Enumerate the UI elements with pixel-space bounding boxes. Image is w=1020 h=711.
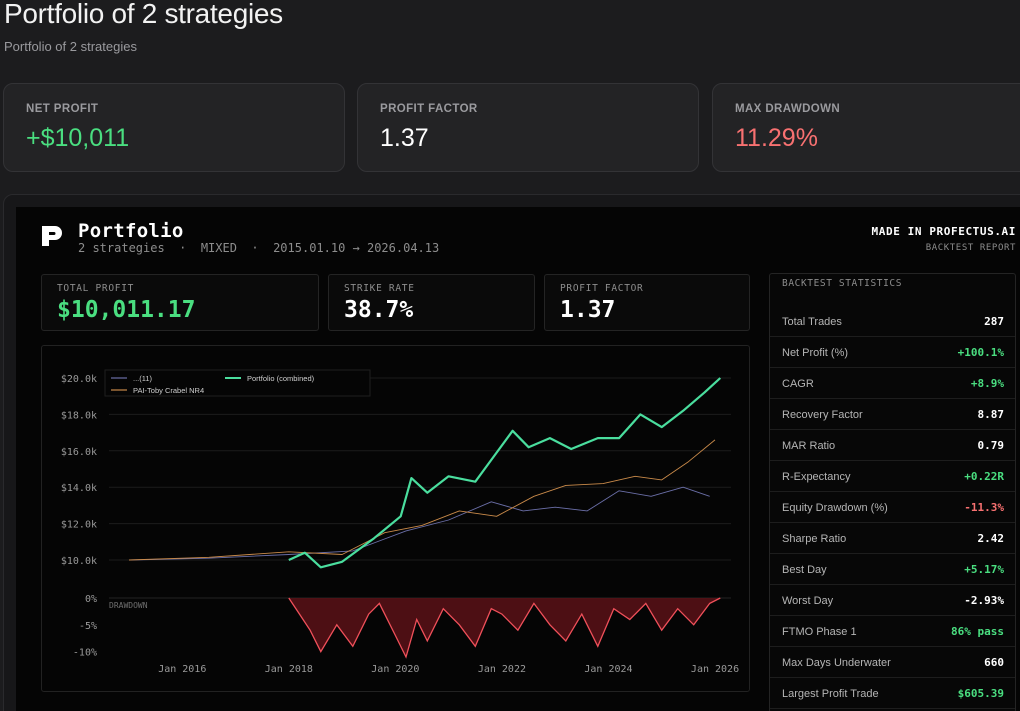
stat-value: 38.7% xyxy=(344,297,414,323)
dd-tick-label: 0% xyxy=(85,594,97,605)
stat-value: 1.37 xyxy=(560,297,616,323)
y-tick-label: $20.0k xyxy=(61,374,97,385)
kpi-card-max-drawdown: MAX DRAWDOWN 11.29% xyxy=(712,83,1020,172)
stat-row-value: 287 xyxy=(984,315,1004,328)
y-tick-label: $10.0k xyxy=(61,556,97,567)
y-tick-label: $18.0k xyxy=(61,410,97,421)
kpi-label: NET PROFIT xyxy=(26,103,99,115)
stat-profit-factor: PROFIT FACTOR 1.37 xyxy=(544,274,750,331)
y-tick-label: $16.0k xyxy=(61,447,97,458)
stat-row-label: Worst Day xyxy=(782,595,834,607)
backtest-statistics-panel xyxy=(769,273,1016,711)
drawdown-label: DRAWDOWN xyxy=(109,601,148,610)
x-tick-label: Jan 2024 xyxy=(584,664,632,675)
report-title: Portfolio xyxy=(78,220,184,242)
drawdown-line xyxy=(288,597,721,659)
x-tick-label: Jan 2018 xyxy=(265,664,313,675)
stat-row-label: Total Trades xyxy=(782,316,842,328)
legend-label: ...(11) xyxy=(133,374,153,383)
stat-row: Net Profit (%) +100.1% xyxy=(770,337,1015,368)
stat-row: Max Days Underwater 660 xyxy=(770,647,1015,678)
stat-row-label: FTMO Phase 1 xyxy=(782,626,857,638)
stat-label: STRIKE RATE xyxy=(344,283,415,294)
page-title: Portfolio of 2 strategies xyxy=(4,0,283,29)
stat-value: $10,011.17 xyxy=(57,297,196,323)
y-tick-label: $14.0k xyxy=(61,483,97,494)
dd-tick-label: -10% xyxy=(73,648,97,659)
brand-label: MADE IN PROFECTUS.AI xyxy=(871,225,1016,238)
stat-row: MAR Ratio 0.79 xyxy=(770,430,1015,461)
kpi-label: PROFIT FACTOR xyxy=(380,103,478,115)
dd-tick-label: -5% xyxy=(79,621,97,632)
kpi-label: MAX DRAWDOWN xyxy=(735,103,841,115)
stat-row-label: Sharpe Ratio xyxy=(782,533,847,545)
stat-row: Total Trades 287 xyxy=(770,306,1015,337)
x-tick-label: Jan 2026 xyxy=(691,664,739,675)
x-tick-label: Jan 2016 xyxy=(158,664,206,675)
stat-row-value: +5.17% xyxy=(964,563,1004,576)
report-type-label: BACKTEST REPORT xyxy=(925,243,1016,253)
series-line-0 xyxy=(128,486,710,561)
stat-row-label: MAR Ratio xyxy=(782,440,836,452)
stat-row-value: 86% pass xyxy=(951,625,1004,638)
stat-row: R-Expectancy +0.22R xyxy=(770,461,1015,492)
stat-row-label: Net Profit (%) xyxy=(782,347,849,359)
stat-row: CAGR +8.9% xyxy=(770,368,1015,399)
stat-row-label: Best Day xyxy=(782,564,827,576)
page-subtitle: Portfolio of 2 strategies xyxy=(4,39,137,54)
stat-label: PROFIT FACTOR xyxy=(560,283,644,294)
stat-row-value: 2.42 xyxy=(977,532,1005,545)
legend-label: PAI-Toby Crabel NR4 xyxy=(133,386,204,395)
stat-row: Recovery Factor 8.87 xyxy=(770,399,1015,430)
backtest-statistics-heading: BACKTEST STATISTICS xyxy=(782,278,903,289)
stat-row: Best Day +5.17% xyxy=(770,554,1015,585)
kpi-value: 11.29% xyxy=(735,124,818,152)
stat-strike-rate: STRIKE RATE 38.7% xyxy=(328,274,535,331)
report-meta: 2 strategies · MIXED · 2015.01.10 → 2026… xyxy=(78,241,440,255)
stat-row: Sharpe Ratio 2.42 xyxy=(770,523,1015,554)
series-line-2 xyxy=(288,377,722,569)
stat-row: Equity Drawdown (%) -11.3% xyxy=(770,492,1015,523)
stat-row-value: -11.3% xyxy=(964,501,1004,514)
equity-drawdown-chart: $20.0k $18.0k $16.0k $14.0k $12.0k $10.0k 0% -5… xyxy=(61,369,739,675)
x-tick-label: Jan 2020 xyxy=(371,664,419,675)
stat-row-label: Largest Profit Trade xyxy=(782,688,879,700)
stat-row-value: +100.1% xyxy=(957,346,1004,359)
drawdown-area xyxy=(288,598,721,657)
stat-total-profit: TOTAL PROFIT $10,011.17 xyxy=(41,274,319,331)
kpi-card-net-profit: NET PROFIT +$10,011 xyxy=(3,83,345,172)
y-tick-label: $12.0k xyxy=(61,520,97,531)
stat-row-value: 660 xyxy=(984,656,1004,669)
stat-row: Largest Profit Trade $605.39 xyxy=(770,678,1015,709)
stat-row-value: 8.87 xyxy=(977,408,1005,421)
profectus-logo-icon xyxy=(42,226,62,246)
stat-row-value: $605.39 xyxy=(957,687,1004,700)
kpi-value: +$10,011 xyxy=(26,124,130,152)
series-line-1 xyxy=(128,439,716,561)
x-tick-label: Jan 2022 xyxy=(478,664,526,675)
stat-label: TOTAL PROFIT xyxy=(57,283,135,294)
stat-row-label: CAGR xyxy=(782,378,814,390)
stat-row-value: -2.93% xyxy=(964,594,1004,607)
legend-label: Portfolio (combined) xyxy=(247,374,315,383)
stat-row-value: +0.22R xyxy=(964,470,1004,483)
stat-row: Worst Day -2.93% xyxy=(770,585,1015,616)
stat-row-label: Max Days Underwater xyxy=(782,657,891,669)
legend-box xyxy=(104,369,371,397)
stat-row-value: +8.9% xyxy=(970,377,1004,390)
kpi-card-profit-factor: PROFIT FACTOR 1.37 xyxy=(357,83,699,172)
stat-row: FTMO Phase 1 86% pass xyxy=(770,616,1015,647)
kpi-value: 1.37 xyxy=(380,124,429,152)
stat-row-value: 0.79 xyxy=(977,439,1005,452)
stat-row-label: R-Expectancy xyxy=(782,471,851,483)
stat-row-label: Equity Drawdown (%) xyxy=(782,502,888,514)
stat-row-label: Recovery Factor xyxy=(782,409,863,421)
